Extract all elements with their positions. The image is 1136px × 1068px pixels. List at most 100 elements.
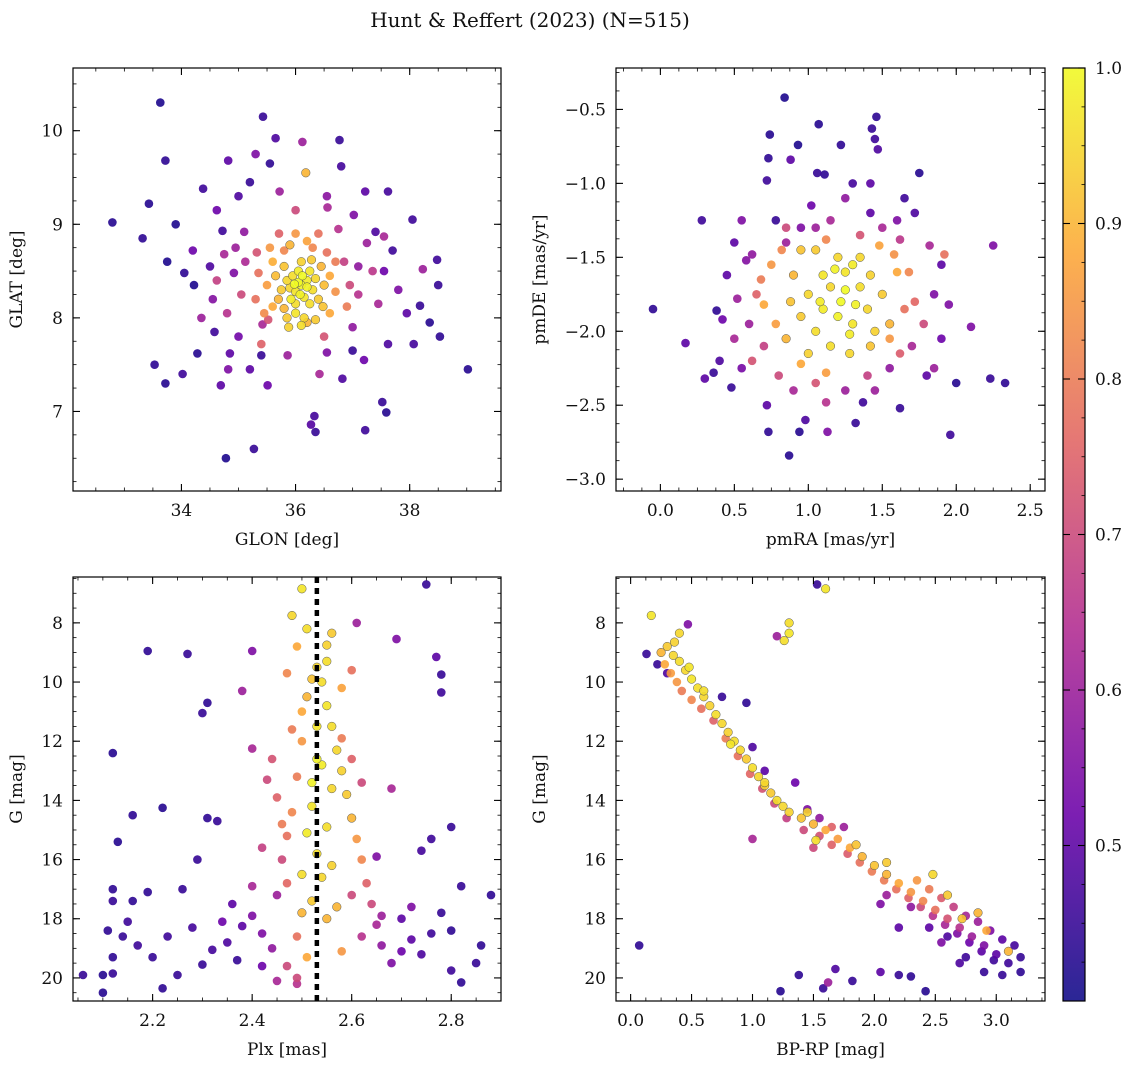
data-point — [210, 327, 219, 337]
data-point — [973, 908, 983, 918]
points — [634, 580, 1025, 996]
data-point — [869, 860, 879, 871]
data-point — [379, 232, 389, 241]
data-point — [198, 960, 207, 969]
y-tick-label: 10 — [41, 673, 63, 693]
data-point — [357, 932, 367, 941]
data-point — [756, 275, 766, 284]
data-point — [788, 270, 799, 280]
data-point — [198, 708, 207, 718]
data-point — [337, 766, 347, 776]
data-point — [150, 360, 159, 370]
data-point — [765, 130, 775, 139]
data-point — [961, 952, 971, 962]
data-point — [778, 801, 788, 811]
data-point — [332, 902, 342, 912]
data-point — [161, 379, 170, 388]
data-point — [795, 427, 804, 437]
data-point — [967, 932, 977, 941]
data-point — [279, 261, 289, 271]
y-tick-label: 16 — [584, 851, 606, 871]
data-point — [337, 683, 347, 693]
data-point — [456, 881, 466, 891]
data-point — [760, 766, 769, 776]
data-point — [900, 193, 909, 203]
data-point — [771, 319, 781, 329]
y-tick-label: 12 — [584, 732, 606, 752]
data-point — [237, 290, 246, 299]
data-point — [276, 285, 286, 295]
data-point — [955, 923, 964, 932]
x-tick-label: 3.0 — [983, 1011, 1010, 1031]
data-point — [687, 674, 697, 684]
data-point — [727, 383, 736, 392]
data-point — [319, 332, 329, 341]
x-tick-label: 2.0 — [943, 501, 970, 521]
data-point — [812, 168, 822, 178]
data-point — [287, 725, 297, 734]
data-point — [306, 255, 317, 265]
data-point — [979, 941, 989, 950]
data-point — [305, 266, 315, 276]
data-point — [198, 184, 208, 193]
data-point — [759, 341, 769, 351]
data-point — [362, 238, 372, 248]
data-point — [759, 300, 769, 309]
data-point — [821, 584, 831, 594]
data-point — [171, 220, 180, 229]
data-point — [827, 840, 836, 850]
data-point — [476, 941, 486, 950]
x-tick-label: 1.0 — [795, 501, 822, 521]
data-point — [310, 411, 319, 421]
data-point — [774, 371, 783, 380]
data-point — [258, 112, 268, 121]
data-point — [427, 834, 436, 844]
data-point — [733, 294, 742, 304]
data-point — [178, 369, 187, 379]
data-point — [163, 932, 172, 941]
x-axis-label: pmRA [mas/yr] — [766, 530, 895, 550]
data-point — [273, 294, 283, 304]
data-point — [764, 153, 773, 163]
data-point — [851, 418, 860, 428]
data-point — [377, 911, 386, 921]
data-point — [796, 223, 806, 232]
data-point — [818, 984, 828, 993]
data-point — [108, 952, 118, 962]
x-tick-label: 2.0 — [861, 1011, 888, 1031]
data-point — [433, 280, 443, 290]
data-point — [672, 677, 682, 687]
data-point — [699, 686, 709, 696]
data-point — [910, 297, 920, 307]
x-tick-label: 2.2 — [139, 1011, 166, 1031]
data-point — [367, 899, 376, 909]
y-tick-label: −0.5 — [565, 100, 606, 120]
data-point — [764, 427, 773, 437]
data-point — [156, 98, 165, 107]
data-point — [272, 976, 282, 986]
data-point — [415, 301, 425, 311]
data-point — [796, 245, 806, 255]
panel-plx-g: 2.2 2.4 2.6 2.8 8 10 12 14 16 18 20 Plx [mas] G [mag… — [7, 576, 502, 1060]
data-point — [372, 920, 381, 929]
data-point — [929, 363, 939, 373]
panel-glon-glat: 34 36 38 7 8 9 10 GLON [deg] GLAT [deg] — [7, 67, 502, 550]
data-point — [241, 257, 250, 267]
data-point — [229, 268, 239, 278]
data-point — [144, 199, 154, 208]
data-point — [781, 334, 791, 344]
data-point — [218, 917, 227, 926]
data-point — [342, 789, 352, 800]
data-point — [796, 311, 806, 322]
data-point — [322, 348, 332, 357]
points — [648, 93, 1010, 460]
data-point — [311, 427, 320, 437]
data-point — [298, 137, 307, 147]
data-point — [839, 822, 849, 832]
y-tick-label: 10 — [41, 122, 63, 142]
data-point — [354, 262, 363, 271]
data-point — [762, 176, 772, 185]
data-point — [289, 279, 299, 289]
data-point — [265, 243, 275, 252]
data-point — [322, 822, 332, 832]
